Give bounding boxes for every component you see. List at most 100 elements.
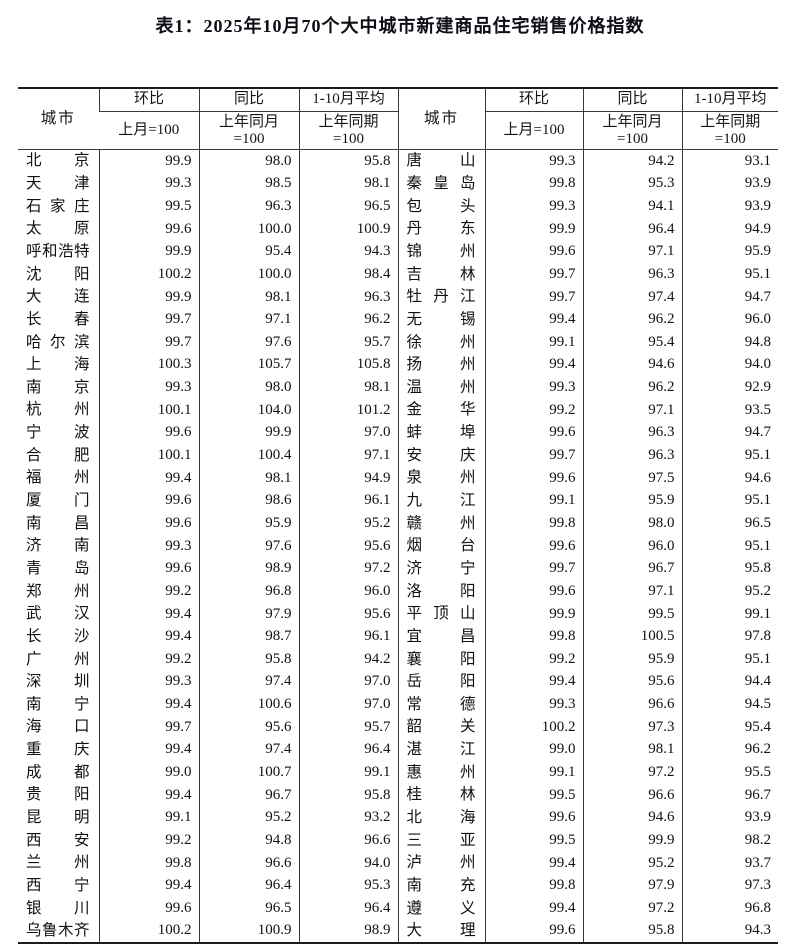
city-name: 九江: [407, 492, 476, 510]
mom-value-left: 99.5: [98, 195, 199, 218]
city-cell-left: 重庆: [18, 739, 99, 762]
city-name-char: 海: [459, 808, 476, 826]
yoy-value-right: 96.3: [582, 421, 682, 445]
city-name-char: 包: [406, 197, 423, 215]
city-name: 兰州: [26, 854, 90, 872]
header-city-right: 城市: [397, 88, 485, 150]
mom-value-left: 100.1: [98, 444, 199, 467]
yoy-value-left: 97.1: [198, 308, 299, 332]
city-cell-right: 洛阳: [397, 580, 485, 603]
city-cell-left: 南京: [18, 376, 99, 399]
mom-value-right: 99.8: [484, 512, 583, 535]
avg-value-right: 94.4: [681, 670, 778, 694]
city-cell-left: 乌鲁木齐: [18, 920, 99, 944]
mom-value-left: 99.1: [98, 806, 199, 830]
table-title: 表1：2025年10月70个大中城市新建商品住宅销售价格指数: [155, 16, 645, 36]
table-row: 济南 99.3 97.6 95.6 烟台 99.6 96.0 95.1: [18, 534, 778, 558]
city-name-char: 韶: [406, 718, 423, 736]
city-name-char: 九: [406, 492, 423, 510]
city-name-char: 宁: [73, 695, 90, 713]
avg-value-left: 95.2: [298, 512, 398, 535]
avg-value-left: 93.2: [298, 806, 398, 830]
city-name: 徐州: [407, 334, 476, 352]
city-cell-right: 北海: [397, 806, 485, 830]
city-cell-left: 南宁: [18, 693, 99, 716]
city-name-char: 肥: [73, 446, 90, 464]
city-name-char: 州: [459, 514, 476, 532]
city-name-char: 北: [26, 152, 42, 170]
city-name-char: 关: [459, 718, 476, 736]
header-avg-right: 1-10月平均: [681, 88, 778, 112]
city-name-char: 庆: [73, 741, 90, 759]
city-name: 扬州: [407, 356, 476, 374]
city-cell-left: 成都: [18, 761, 99, 784]
city-name-char: 山: [459, 152, 476, 170]
city-name: 哈尔滨: [26, 334, 90, 352]
avg-value-right: 97.3: [681, 874, 778, 898]
city-name-char: 岛: [459, 175, 476, 193]
avg-value-left: 95.7: [298, 331, 398, 354]
city-name: 遵义: [407, 900, 476, 918]
mom-value-left: 99.6: [98, 512, 199, 535]
city-cell-left: 昆明: [18, 807, 99, 830]
mom-value-right: 99.4: [484, 308, 583, 332]
city-name: 安庆: [407, 447, 476, 465]
city-name: 北海: [407, 809, 476, 827]
avg-value-right: 93.9: [681, 806, 778, 830]
city-name-char: 大: [26, 288, 42, 306]
city-name-char: 阳: [459, 673, 476, 691]
city-name-char: 济: [26, 537, 42, 555]
city-cell-right: 襄阳: [397, 648, 485, 671]
mom-value-left: 99.9: [98, 285, 199, 309]
avg-value-left: 95.7: [298, 716, 398, 739]
avg-value-right: 95.5: [681, 761, 778, 784]
city-name-char: 明: [73, 808, 90, 826]
yoy-value-right: 97.2: [582, 897, 682, 920]
yoy-value-left: 100.0: [198, 217, 299, 241]
yoy-value-left: 97.9: [198, 602, 299, 626]
table-row: 兰州 99.8 96.6 94.0 泸州 99.4 95.2 93.7: [18, 851, 778, 875]
yoy-value-right: 97.2: [582, 761, 682, 784]
avg-value-left: 97.1: [298, 444, 398, 467]
city-cell-right: 三亚: [397, 829, 485, 852]
city-name: 天津: [26, 175, 90, 193]
price-index-table: 城市 环比 同比 1-10月平均 城市 环比 同比 1-10月平均 上月=100…: [18, 87, 778, 945]
city-cell-right: 丹东: [397, 217, 485, 241]
city-name: 郑州: [26, 583, 90, 601]
city-cell-right: 遵义: [397, 897, 485, 920]
city-name-char: 无: [406, 310, 423, 328]
city-name: 大连: [26, 288, 90, 306]
yoy-value-right: 94.1: [582, 195, 682, 218]
table-row: 广州 99.2 95.8 94.2 襄阳 99.2 95.9 95.1: [18, 648, 778, 671]
yoy-value-right: 95.4: [582, 331, 682, 354]
city-name-char: 台: [459, 537, 476, 555]
avg-value-left: 95.3: [298, 874, 398, 898]
city-cell-left: 广州: [18, 648, 99, 671]
mom-value-right: 99.9: [484, 602, 583, 626]
header-yoy-base-right: 上年同月 =100: [582, 111, 682, 150]
city-cell-left: 南昌: [18, 512, 99, 535]
yoy-value-right: 97.1: [582, 399, 682, 422]
mom-value-left: 100.2: [98, 263, 199, 286]
city-name-char: 北: [406, 808, 423, 826]
mom-value-left: 99.9: [98, 149, 199, 173]
city-name-char: 江: [459, 741, 476, 759]
city-name-char: 宜: [406, 627, 423, 645]
avg-value-left: 95.6: [298, 534, 398, 558]
avg-value-right: 95.4: [681, 716, 778, 739]
city-name-char: 和: [41, 242, 58, 260]
yoy-value-right: 98.0: [582, 512, 682, 535]
mom-value-left: 99.4: [98, 783, 199, 807]
city-name-char: 南: [26, 514, 42, 532]
city-name-char: 青: [26, 559, 42, 577]
yoy-value-right: 94.2: [582, 149, 682, 173]
mom-value-right: 99.4: [484, 670, 583, 694]
mom-value-right: 99.5: [484, 783, 583, 807]
city-name: 济南: [26, 537, 90, 555]
city-name: 合肥: [26, 447, 90, 465]
city-name-char: 津: [73, 175, 90, 193]
city-cell-right: 赣州: [397, 512, 485, 535]
yoy-value-left: 98.5: [198, 172, 299, 196]
city-name-char: 厦: [26, 492, 42, 510]
